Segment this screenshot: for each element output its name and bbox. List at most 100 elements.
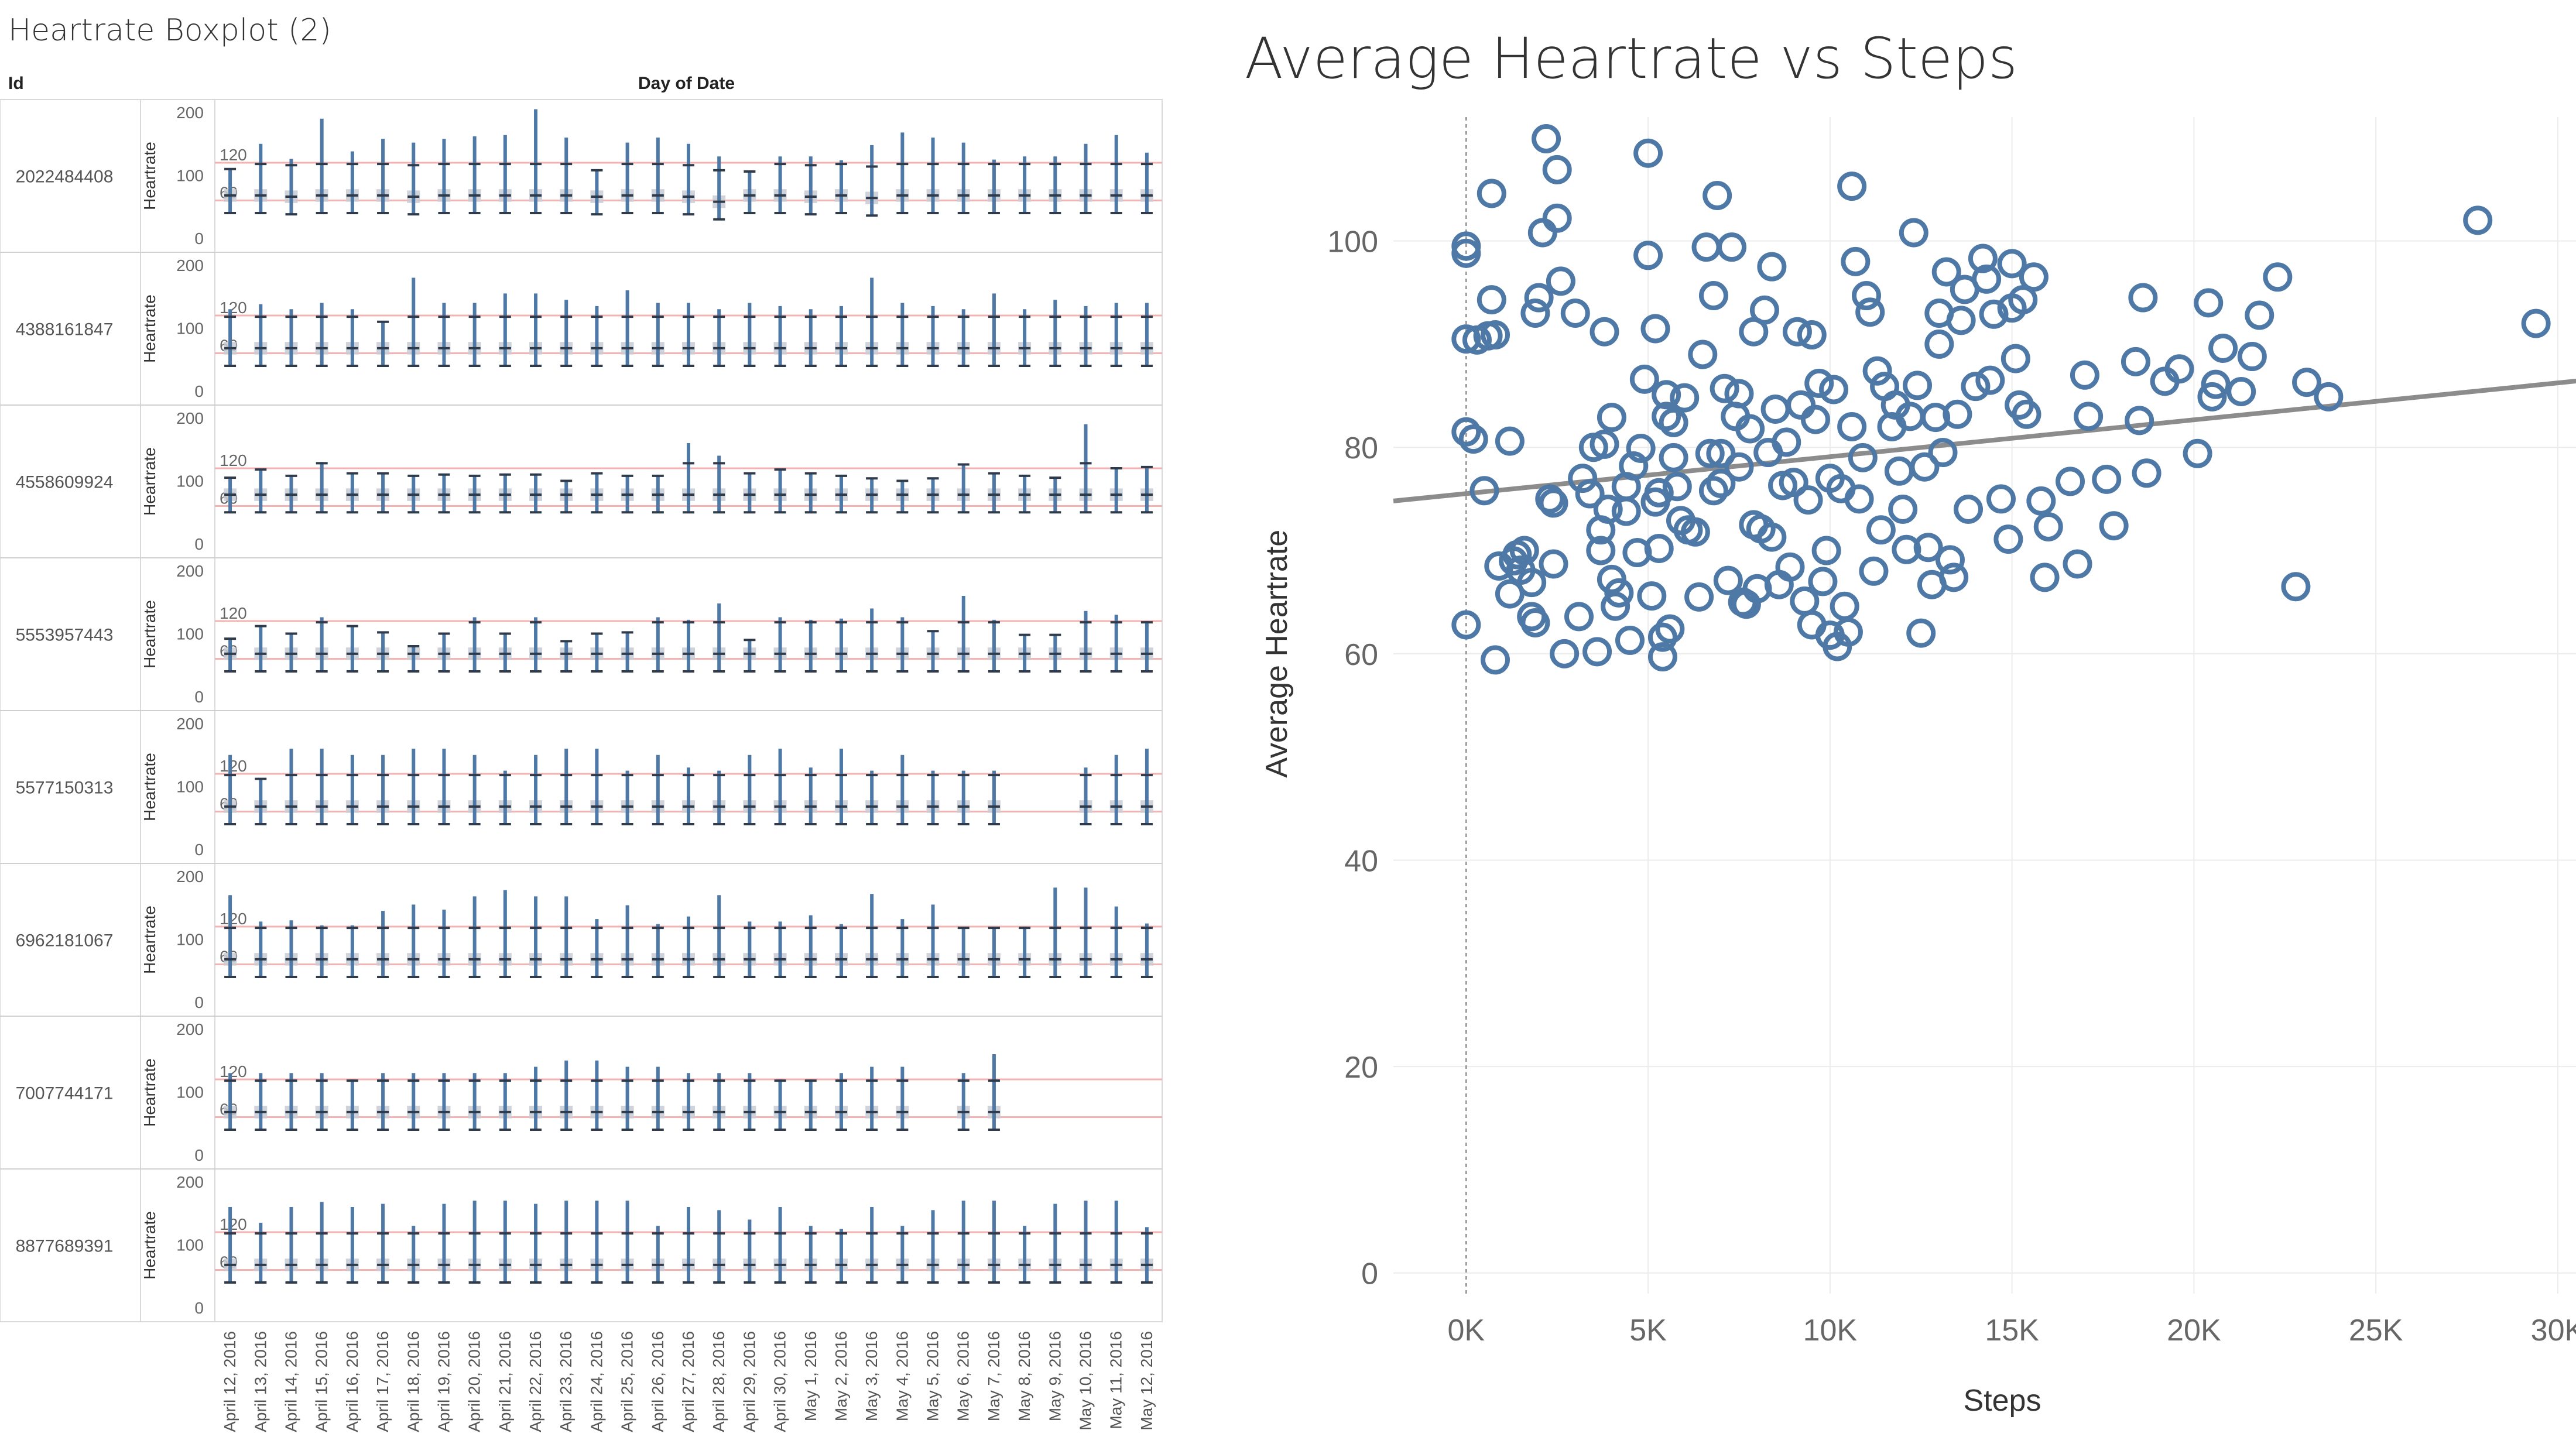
scatter-point xyxy=(2092,464,2122,494)
boxplot-chart: 2022484408Heartrate200100012060438816184… xyxy=(0,99,1163,1432)
date-tick-label: May 1, 2016 xyxy=(801,1331,820,1421)
date-tick-label: April 22, 2016 xyxy=(526,1331,544,1432)
scatter-point xyxy=(1899,218,1928,248)
date-tick-label: April 14, 2016 xyxy=(282,1331,300,1432)
date-tick-label: May 2, 2016 xyxy=(832,1331,850,1421)
scatter-point xyxy=(1837,411,1867,441)
date-tick-label: May 12, 2016 xyxy=(1138,1331,1156,1431)
y-tick-label: 100 xyxy=(176,472,204,491)
scatter-point xyxy=(1706,438,1736,468)
scatter-point xyxy=(2201,369,2231,399)
reference-line-label: 120 xyxy=(220,451,247,469)
date-tick-label: April 21, 2016 xyxy=(496,1331,514,1432)
scatter-point xyxy=(1451,610,1481,640)
scatter-point xyxy=(1520,608,1550,637)
scatter-chart: 0 20 40 60 80 100 0K 5K 10K 15K 20K 25K 30K Steps Aver… xyxy=(1260,117,2576,1418)
y-tick-label: 40 xyxy=(1344,844,1378,878)
boxplot-panel: Heartrate Boxplot (2) Id Day of Date 202… xyxy=(0,0,1171,1454)
scatter-point xyxy=(2121,347,2150,376)
scatter-point xyxy=(1786,390,1816,420)
scatter-point xyxy=(1946,306,1976,335)
scatter-point xyxy=(1793,485,1823,515)
date-tick-label: April 29, 2016 xyxy=(740,1331,758,1432)
y-tick-label: 0 xyxy=(194,688,204,706)
id-column-header: Id xyxy=(8,74,24,93)
scatter-point xyxy=(1542,155,1572,184)
x-tick-label: 0K xyxy=(1448,1314,1485,1347)
y-tick-label: 80 xyxy=(1344,431,1378,465)
scatter-point xyxy=(1939,563,1969,592)
scatter-point xyxy=(1644,534,1674,563)
row-id-label: 2022484408 xyxy=(16,167,114,187)
scatter-point xyxy=(2164,354,2194,384)
scatter-point xyxy=(1903,371,1933,400)
x-tick-label: 5K xyxy=(1629,1314,1667,1347)
scatter-point xyxy=(1644,478,1674,507)
scatter-point xyxy=(1659,443,1688,472)
y-axis-label: Heartrate xyxy=(141,600,159,668)
scatter-point xyxy=(1943,399,1972,429)
scatter-point xyxy=(1844,484,1874,514)
y-axis-label: Heartrate xyxy=(141,753,159,821)
date-tick-label: May 5, 2016 xyxy=(924,1331,942,1421)
scatter-point xyxy=(1888,495,1918,524)
scatter-point xyxy=(1590,317,1619,347)
x-tick-label: 30K xyxy=(2531,1314,2576,1347)
date-tick-label: April 24, 2016 xyxy=(587,1331,605,1432)
scatter-point xyxy=(1611,496,1641,526)
y-tick-label: 100 xyxy=(176,625,204,643)
scatter-point xyxy=(1928,438,1958,468)
scatter-point xyxy=(1615,625,1645,655)
reference-line-label: 120 xyxy=(220,1062,247,1081)
date-tick-label: May 10, 2016 xyxy=(1077,1331,1095,1431)
date-tick-label: May 11, 2016 xyxy=(1107,1331,1125,1429)
y-tick-label: 100 xyxy=(176,1083,204,1102)
scatter-point xyxy=(1680,517,1710,547)
x-tick-label: 10K xyxy=(1803,1314,1858,1347)
scatter-point xyxy=(1619,451,1649,481)
y-tick-label: 200 xyxy=(176,104,204,122)
scatter-point xyxy=(1546,266,1575,296)
scatter-point xyxy=(1597,403,1626,433)
scatter-point xyxy=(1757,522,1787,552)
y-tick-label: 200 xyxy=(176,409,204,427)
date-tick-label: April 23, 2016 xyxy=(557,1331,575,1432)
scatter-point xyxy=(2263,262,2293,292)
scatter-point xyxy=(1593,495,1623,524)
scatter-point xyxy=(1760,394,1790,424)
scatter-point xyxy=(1691,232,1721,262)
scatter-point xyxy=(2026,486,2056,516)
scatter-point xyxy=(1517,568,1547,598)
scatter-point xyxy=(2132,458,2161,488)
scatter-point xyxy=(1495,426,1525,456)
scatter-point xyxy=(1841,246,1871,276)
scatter-point xyxy=(1972,264,2002,294)
scatter-point xyxy=(2197,382,2227,411)
scatter-point xyxy=(1862,356,1892,386)
row-id-label: 4388161847 xyxy=(16,320,114,340)
row-id-label: 7007744171 xyxy=(16,1084,114,1103)
scatter-point xyxy=(1684,582,1714,612)
y-tick-label: 0 xyxy=(194,841,204,859)
scatter-point xyxy=(2245,300,2274,330)
x-tick-label: 15K xyxy=(1985,1314,2039,1347)
scatter-point xyxy=(2521,308,2551,338)
scatter-point xyxy=(1604,578,1634,608)
y-axis-label: Heartrate xyxy=(141,447,159,516)
scatter-point xyxy=(1520,299,1550,328)
scatter-point xyxy=(1997,249,2027,279)
scatter-point xyxy=(2019,262,2049,292)
date-tick-label: April 15, 2016 xyxy=(313,1331,331,1432)
date-tick-label: April 25, 2016 xyxy=(618,1331,636,1432)
date-tick-label: April 28, 2016 xyxy=(710,1331,728,1432)
scatter-point xyxy=(1961,372,1991,402)
scatter-point xyxy=(2463,205,2493,235)
scatter-point xyxy=(1535,484,1565,514)
scatter-point xyxy=(1892,534,1921,564)
scatter-point xyxy=(1662,472,1692,502)
scatter-point xyxy=(1539,488,1568,518)
scatter-point xyxy=(1564,602,1594,632)
scatter-point xyxy=(2194,288,2224,318)
scatter-point xyxy=(1695,438,1725,468)
scatter-point xyxy=(1568,464,1598,493)
